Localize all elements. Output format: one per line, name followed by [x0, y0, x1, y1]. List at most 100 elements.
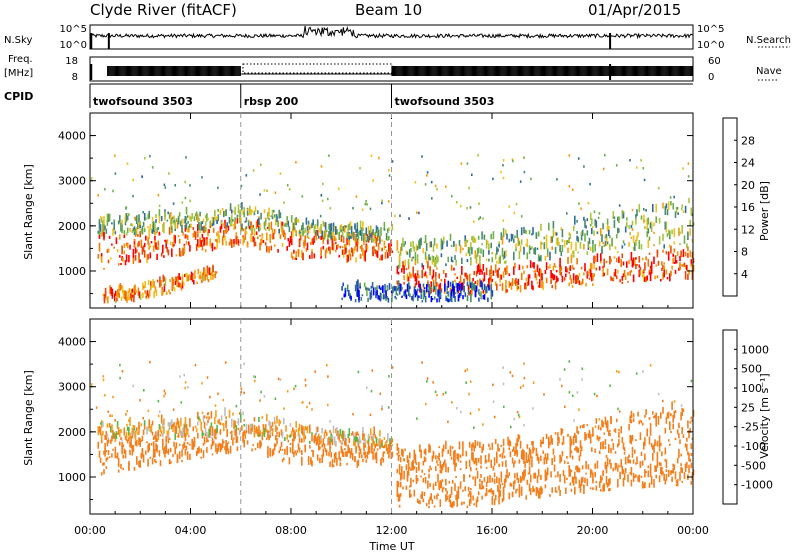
data-cell — [531, 441, 533, 446]
data-cell — [634, 475, 636, 478]
data-cell — [329, 229, 331, 235]
data-cell — [314, 230, 317, 237]
data-cell — [368, 436, 371, 439]
data-cell — [498, 489, 500, 498]
data-cell — [240, 390, 243, 394]
colorbar-tick-label: 4 — [741, 268, 748, 281]
data-cell — [614, 268, 617, 277]
data-cell — [340, 446, 343, 450]
data-cell — [676, 457, 679, 464]
data-cell — [622, 261, 625, 266]
data-cell — [629, 472, 631, 475]
data-cell — [455, 494, 457, 498]
data-cell — [355, 234, 357, 242]
data-cell — [311, 460, 313, 467]
data-cell — [376, 234, 379, 241]
data-cell — [169, 212, 172, 220]
data-cell — [388, 236, 390, 241]
data-cell — [510, 425, 512, 429]
data-cell — [198, 217, 200, 221]
data-cell — [173, 441, 175, 447]
data-cell — [273, 443, 276, 451]
data-cell — [202, 450, 205, 458]
data-cell — [411, 296, 413, 301]
data-cell — [441, 448, 444, 453]
data-cell — [687, 246, 689, 252]
data-cell — [184, 196, 187, 200]
data-cell — [466, 207, 468, 210]
data-cell — [281, 225, 284, 229]
data-cell — [578, 408, 580, 411]
data-cell — [503, 478, 506, 487]
data-cell — [471, 290, 473, 296]
data-cell — [189, 443, 191, 446]
data-cell — [375, 443, 378, 447]
data-cell — [344, 243, 346, 253]
data-cell — [594, 219, 596, 226]
data-cell — [391, 444, 394, 447]
data-cell — [561, 239, 564, 242]
data-cell — [363, 442, 365, 452]
data-cell — [618, 216, 620, 224]
data-cell — [540, 474, 542, 480]
data-cell — [309, 226, 311, 230]
data-cell — [344, 290, 347, 297]
data-cell — [691, 264, 694, 273]
data-cell — [292, 228, 294, 238]
data-cell — [247, 424, 250, 434]
data-cell — [561, 442, 564, 446]
data-cell — [423, 241, 426, 244]
data-cell — [224, 446, 226, 451]
data-cell — [132, 384, 134, 388]
data-cell — [401, 295, 403, 298]
data-cell — [199, 418, 201, 423]
data-cell — [174, 276, 177, 285]
data-cell — [231, 433, 233, 440]
data-cell — [389, 438, 391, 446]
data-cell — [116, 249, 119, 253]
data-cell — [238, 215, 241, 224]
data-cell — [432, 452, 435, 459]
data-cell — [337, 244, 339, 248]
data-cell — [210, 243, 213, 249]
data-cell — [143, 228, 146, 233]
data-cell — [355, 241, 357, 247]
data-cell — [447, 449, 449, 454]
data-cell — [147, 236, 149, 245]
data-cell — [259, 434, 261, 437]
data-cell — [102, 293, 105, 296]
data-cell — [348, 232, 351, 240]
data-cell — [514, 262, 516, 269]
data-cell — [474, 477, 477, 487]
data-cell — [241, 202, 243, 210]
data-cell — [184, 416, 187, 426]
data-cell — [536, 475, 539, 484]
data-cell — [492, 490, 495, 496]
data-cell — [226, 222, 228, 228]
data-cell — [435, 256, 437, 261]
data-cell — [112, 430, 114, 439]
data-cell — [528, 274, 531, 279]
data-cell — [622, 211, 625, 214]
data-cell — [232, 439, 234, 446]
data-cell — [648, 436, 651, 445]
data-cell — [568, 391, 571, 394]
data-cell — [387, 229, 389, 232]
data-cell — [662, 202, 664, 209]
data-cell — [414, 457, 417, 464]
data-cell — [641, 481, 644, 489]
data-cell — [168, 172, 170, 175]
data-cell — [252, 375, 255, 378]
data-cell — [561, 229, 564, 238]
data-cell — [434, 390, 437, 394]
data-cell — [454, 449, 456, 457]
data-cell — [155, 214, 157, 219]
data-cell — [113, 295, 116, 302]
data-cell — [250, 227, 252, 231]
data-cell — [201, 382, 203, 385]
data-cell — [511, 234, 514, 240]
data-cell — [609, 235, 611, 239]
data-cell — [383, 240, 386, 246]
data-cell — [322, 182, 324, 186]
data-cell — [397, 280, 400, 289]
